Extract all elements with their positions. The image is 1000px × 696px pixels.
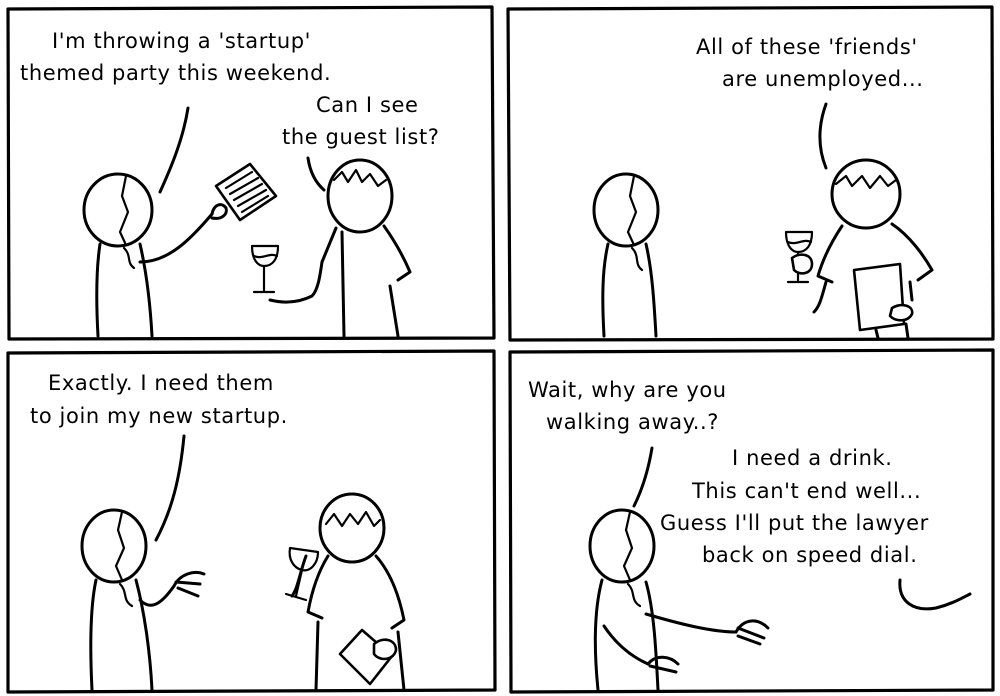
head xyxy=(326,158,394,234)
panel-2-border xyxy=(506,5,995,342)
speech-tail-offscreen xyxy=(898,578,972,611)
panel-4-speech-line-2: walking away..? xyxy=(546,410,719,434)
head xyxy=(592,172,660,248)
stick-figure-guest xyxy=(284,492,406,692)
panel-1-border xyxy=(6,5,496,341)
panel-2-speech-line-2: are unemployed... xyxy=(722,67,924,91)
speech-tail xyxy=(818,102,828,170)
stick-figure-host xyxy=(80,508,206,692)
speech-tail xyxy=(158,106,190,194)
panel-4-speech-line-6: back on speed dial. xyxy=(702,543,917,567)
panel-4-speech-line-5: Guess I'll put the lawyer xyxy=(660,511,929,535)
panel-4-speech-line-1: Wait, why are you xyxy=(528,378,727,402)
head xyxy=(830,158,902,230)
stick-figure-guest xyxy=(250,158,412,338)
panel-3-border xyxy=(6,349,497,694)
speech-tail xyxy=(154,434,186,542)
stick-figure-host xyxy=(588,508,770,692)
stick-figure-host xyxy=(592,172,660,338)
panel-4-speech-line-3: I need a drink. xyxy=(732,446,893,470)
head xyxy=(318,492,386,564)
head xyxy=(82,172,154,248)
head xyxy=(80,508,148,584)
stick-figure-host xyxy=(82,162,278,338)
panel-4-speech-line-4: This can't end well... xyxy=(691,479,921,503)
speech-tail xyxy=(306,156,326,192)
panel-3-speech-line-1: Exactly. I need them xyxy=(48,371,274,395)
speech-tail xyxy=(632,446,654,508)
panel-2: All of these 'friends' are unemployed... xyxy=(506,5,995,342)
panel-1-speech-line-2: themed party this weekend. xyxy=(20,61,331,85)
panel-1-speech-line-1: I'm throwing a 'startup' xyxy=(52,29,311,53)
panel-2-speech-line-1: All of these 'friends' xyxy=(696,35,918,59)
head xyxy=(588,508,656,584)
panel-1: I'm throwing a 'startup' themed party th… xyxy=(6,5,496,341)
stick-figure-guest xyxy=(784,158,934,340)
panel-3: Exactly. I need them to join my new star… xyxy=(6,349,497,694)
wine-glass-icon xyxy=(250,244,280,294)
panel-1-speech-line-3: Can I see xyxy=(316,93,419,117)
panel-4: Wait, why are you walking away..? I need… xyxy=(508,348,995,694)
panel-1-speech-line-4: the guest list? xyxy=(282,125,440,149)
wine-glass-icon xyxy=(284,546,320,602)
panel-4-border xyxy=(508,348,995,694)
panel-3-speech-line-2: to join my new startup. xyxy=(30,404,288,428)
